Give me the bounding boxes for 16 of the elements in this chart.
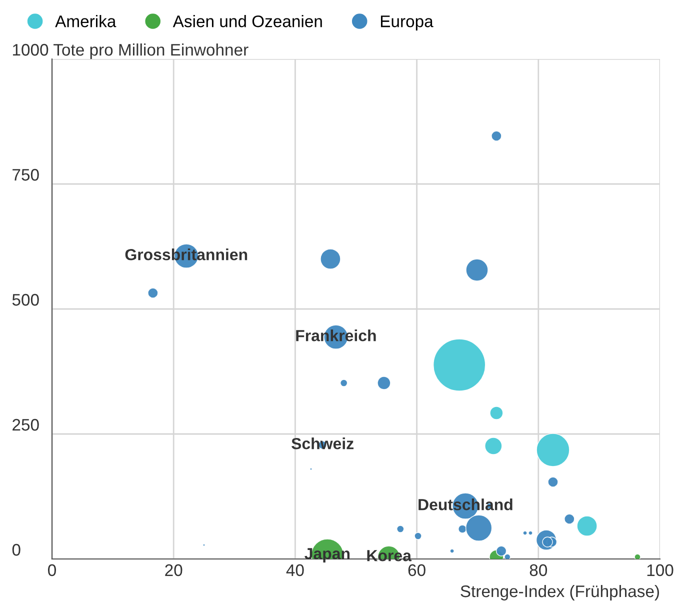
x-tick-label: 0 (48, 564, 56, 576)
y-tick-label: 750 (12, 168, 39, 181)
y-tick-label: 500 (12, 294, 39, 306)
y-tick-label: 1000 Tote pro Million Einwohner (12, 43, 248, 59)
x-tick-label: 80 (530, 564, 548, 576)
legend-label: Europa (380, 16, 434, 31)
y-tick-label: 0 (12, 544, 20, 556)
annotation: Korea (367, 550, 412, 562)
x-tick-label: 60 (408, 564, 426, 576)
x-tick-label: 20 (165, 564, 182, 576)
y-tick-label: 250 (12, 418, 39, 431)
legend-label: Amerika (55, 15, 116, 28)
x-tick-label: 40 (286, 564, 304, 576)
x-tick-label: 100 (647, 564, 674, 576)
legend-label: Asien und Ozeanien (172, 15, 322, 28)
x-axis-title: Strenge-Index (Frühphase) (460, 584, 659, 600)
